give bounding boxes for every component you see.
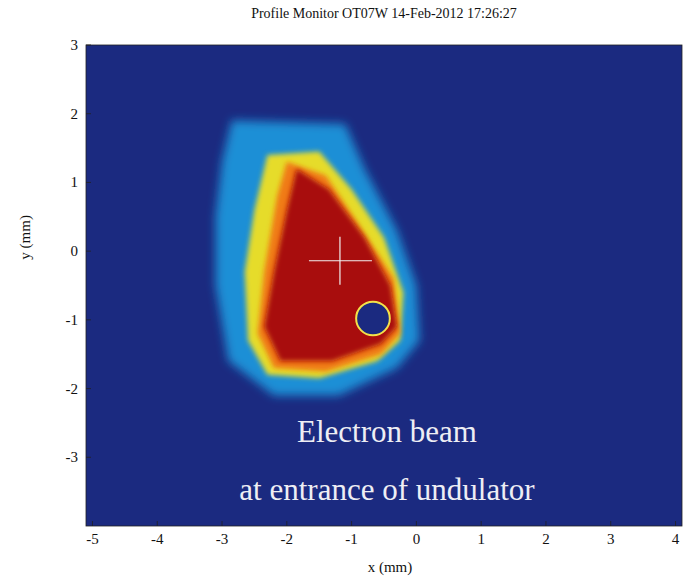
x-tick-label: -2 (281, 531, 294, 547)
x-tick (545, 521, 546, 526)
x-tick (351, 521, 352, 526)
beam-region (258, 162, 401, 372)
x-tick-label: -4 (151, 531, 164, 547)
beam-hole (356, 302, 390, 336)
x-tick (610, 521, 611, 526)
y-tick (86, 457, 91, 458)
y-tick (86, 388, 91, 389)
x-tick (286, 521, 287, 526)
title: Profile Monitor OT07W 14-Feb-2012 17:26:… (251, 6, 517, 21)
x-tick (675, 521, 676, 526)
annotation: Electron beam (297, 414, 477, 449)
crosshair-v (339, 237, 340, 285)
plot-area (216, 121, 420, 396)
beam-region (264, 169, 397, 361)
beam-region (216, 121, 420, 396)
y-tick (86, 251, 91, 252)
x-tick (481, 521, 482, 526)
y-tick (86, 45, 91, 46)
y-tick-label: 1 (71, 174, 79, 190)
y-axis-title: y (mm) (17, 215, 34, 260)
x-tick (157, 521, 158, 526)
y-tick (86, 319, 91, 320)
x-tick-label: -5 (86, 531, 99, 547)
y-tick (86, 113, 91, 114)
y-tick-label: 2 (71, 106, 79, 122)
y-tick-label: 3 (71, 37, 79, 53)
x-tick-label: 3 (607, 531, 615, 547)
x-tick (416, 521, 417, 526)
beam-region (245, 152, 404, 379)
x-tick-label: 2 (542, 531, 550, 547)
x-tick-label: -1 (345, 531, 358, 547)
y-tick (86, 182, 91, 183)
annotation: at entrance of undulator (239, 472, 535, 507)
y-tick-label: -2 (66, 381, 79, 397)
x-tick (222, 521, 223, 526)
x-tick (92, 521, 93, 526)
y-tick-label: -3 (66, 449, 79, 465)
x-axis-title: x (mm) (368, 559, 413, 576)
x-tick-label: -3 (216, 531, 229, 547)
y-tick-label: -1 (66, 312, 79, 328)
x-tick-label: 0 (413, 531, 421, 547)
centroid-crosshair (309, 237, 372, 285)
x-tick-label: 4 (672, 531, 680, 547)
plot-frame (86, 45, 682, 526)
y-tick-label: 0 (71, 243, 79, 259)
chart: -5 -4 -3 -2 -1 0 1 2 3 4 -3 -2 -1 0 1 2 3 Profile Monitor… (0, 0, 691, 581)
x-tick-label: 1 (477, 531, 485, 547)
plot-background (86, 45, 682, 526)
